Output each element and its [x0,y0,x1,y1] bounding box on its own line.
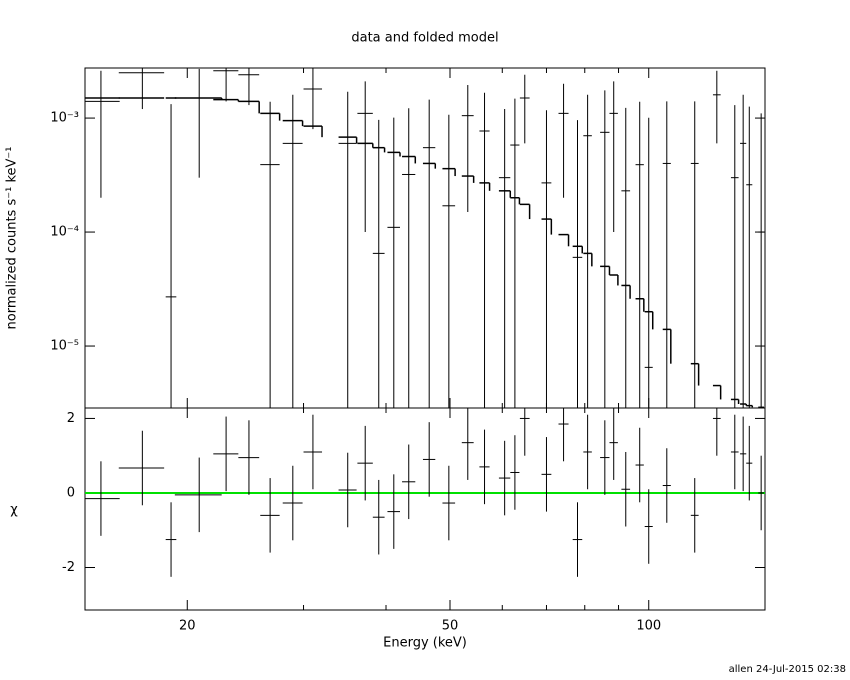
panel-frame [84,407,766,611]
y-tick-label: -2 [62,560,75,575]
y-tick-label: 10⁻³ [50,111,79,126]
y-tick-label: 10⁻⁵ [50,339,79,354]
x-tick-label: 20 [179,619,196,634]
x-tick-label: 50 [442,619,459,634]
footer: allen 24-Jul-2015 02:38 [729,664,846,675]
x-tick-label: 100 [636,619,661,634]
y-tick-label: 0 [67,485,75,500]
chart-title: data and folded model [351,31,498,46]
x-axis-label: Energy (keV) [383,636,467,651]
y-tick-label: 2 [67,411,75,426]
y-axis-label: normalized counts s⁻¹ keV⁻¹ [5,147,20,330]
y-tick-label: 10⁻⁴ [50,225,79,240]
y-axis-label: χ [10,503,18,518]
